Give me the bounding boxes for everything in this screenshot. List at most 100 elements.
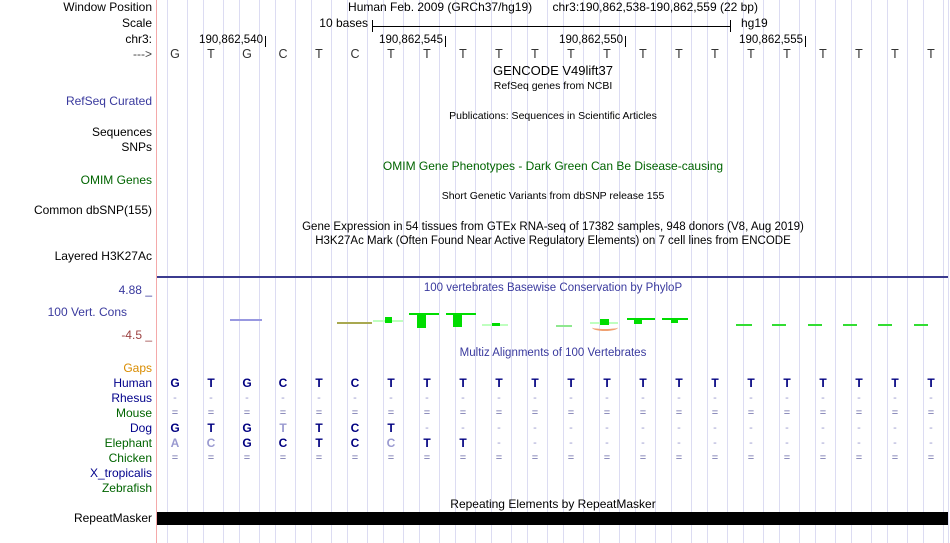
- ruler-coordinate: 190,862,555: [739, 34, 803, 46]
- alignment-cell: T: [423, 376, 431, 390]
- alignment-cell: =: [315, 407, 323, 419]
- sequence-base: T: [531, 47, 539, 61]
- alignment-cell: =: [279, 452, 287, 464]
- species-label-human[interactable]: Human: [113, 376, 152, 390]
- base-gridline: [491, 0, 492, 543]
- alignment-cell: =: [243, 407, 251, 419]
- h3k27ac-title: H3K27Ac Mark (Often Found Near Active Re…: [315, 235, 791, 247]
- base-gridline: [583, 0, 584, 543]
- species-label-elephant[interactable]: Elephant: [104, 436, 152, 450]
- base-gridline: [239, 0, 240, 543]
- alignment-cell: -: [821, 437, 825, 449]
- base-gridline: [851, 0, 852, 543]
- alignment-cell: -: [821, 392, 825, 404]
- ruler-coordinate: 190,862,545: [379, 34, 443, 46]
- species-label-rhesus[interactable]: Rhesus: [111, 391, 152, 405]
- alignment-cell: -: [461, 392, 465, 404]
- track-label-refseq-curated[interactable]: RefSeq Curated: [65, 94, 152, 108]
- alignment-cell: -: [929, 422, 933, 434]
- species-label-gaps[interactable]: Gaps: [123, 361, 152, 375]
- track-label-sequences[interactable]: Sequences: [91, 125, 152, 139]
- base-gridline: [619, 0, 620, 543]
- alignment-cell: -: [857, 437, 861, 449]
- sequence-base: T: [207, 47, 215, 61]
- base-gridline: [943, 0, 944, 543]
- alignment-cell: T: [387, 376, 395, 390]
- alignment-cell: =: [459, 452, 467, 464]
- alignment-cell: -: [569, 392, 573, 404]
- species-label-mouse[interactable]: Mouse: [115, 406, 152, 420]
- track-label-scale: Scale: [121, 16, 152, 30]
- alignment-cell: C: [350, 421, 360, 435]
- track-label-snps[interactable]: SNPs: [121, 140, 152, 154]
- alignment-cell: -: [605, 392, 609, 404]
- species-label-chicken[interactable]: Chicken: [108, 451, 152, 465]
- sequence-base: T: [819, 47, 827, 61]
- alignment-cell: -: [461, 422, 465, 434]
- species-label-x_tropicalis[interactable]: X_tropicalis: [89, 466, 152, 480]
- track-label-cons-max: 4.88 _: [118, 283, 152, 297]
- base-gridline: [948, 0, 949, 543]
- alignment-cell: =: [927, 452, 935, 464]
- alignment-cell: T: [675, 376, 683, 390]
- alignment-cell: -: [713, 392, 717, 404]
- repeatmasker-bar[interactable]: [157, 512, 948, 525]
- alignment-cell: -: [533, 437, 537, 449]
- alignment-cell: T: [711, 376, 719, 390]
- track-label-layered-h3k27ac[interactable]: Layered H3K27Ac: [54, 249, 152, 263]
- alignment-cell: =: [891, 407, 899, 419]
- alignment-cell: T: [819, 376, 827, 390]
- sequence-base: C: [278, 47, 288, 61]
- base-gridline: [671, 0, 672, 543]
- alignment-cell: T: [855, 376, 863, 390]
- conservation-mark: [453, 313, 462, 327]
- alignment-cell: C: [350, 436, 360, 450]
- sequence-base: T: [603, 47, 611, 61]
- alignment-cell: T: [315, 421, 323, 435]
- alignment-cell: =: [567, 452, 575, 464]
- alignment-cell: =: [603, 407, 611, 419]
- track-label-common-dbsnp[interactable]: Common dbSNP(155): [33, 203, 152, 217]
- alignment-cell: A: [170, 436, 180, 450]
- base-gridline: [707, 0, 708, 543]
- base-gridline: [455, 0, 456, 543]
- base-gridline: [311, 0, 312, 543]
- alignment-cell: =: [531, 407, 539, 419]
- alignment-cell: T: [423, 436, 431, 450]
- alignment-cell: -: [605, 422, 609, 434]
- conservation-mark: [600, 319, 609, 325]
- alignment-cell: =: [819, 452, 827, 464]
- species-label-dog[interactable]: Dog: [129, 421, 152, 435]
- track-label-vert-cons[interactable]: 100 Vert. Cons: [47, 305, 127, 319]
- base-gridline: [815, 0, 816, 543]
- alignment-cell: T: [315, 436, 323, 450]
- conservation-mark: [592, 324, 618, 331]
- alignment-cell: G: [242, 436, 252, 450]
- base-gridline: [403, 0, 404, 543]
- alignment-cell: =: [783, 452, 791, 464]
- alignment-cell: -: [713, 437, 717, 449]
- alignment-cell: -: [281, 392, 285, 404]
- species-label-zebrafish[interactable]: Zebrafish: [101, 481, 152, 495]
- alignment-cell: =: [675, 452, 683, 464]
- scale-bar-right-tick: [730, 20, 731, 32]
- track-label-repeatmasker[interactable]: RepeatMasker: [73, 511, 152, 525]
- alignment-cell: -: [749, 422, 753, 434]
- alignment-cell: T: [495, 376, 503, 390]
- sequence-base: T: [891, 47, 899, 61]
- gencode-title: GENCODE V49lift37: [493, 63, 613, 78]
- alignment-cell: T: [459, 376, 467, 390]
- publications-title: Publications: Sequences in Scientific Ar…: [449, 110, 657, 122]
- alignment-cell: T: [927, 376, 935, 390]
- base-gridline: [331, 0, 332, 543]
- alignment-cell: =: [171, 407, 179, 419]
- alignment-cell: =: [171, 452, 179, 464]
- base-gridline: [655, 0, 656, 543]
- alignment-cell: -: [497, 392, 501, 404]
- track-label-omim-genes[interactable]: OMIM Genes: [80, 173, 152, 187]
- sequence-base: G: [170, 47, 180, 61]
- assembly-text: Human Feb. 2009 (GRCh37/hg19): [348, 0, 533, 14]
- conservation-mark: [634, 318, 642, 324]
- alignment-cell: T: [567, 376, 575, 390]
